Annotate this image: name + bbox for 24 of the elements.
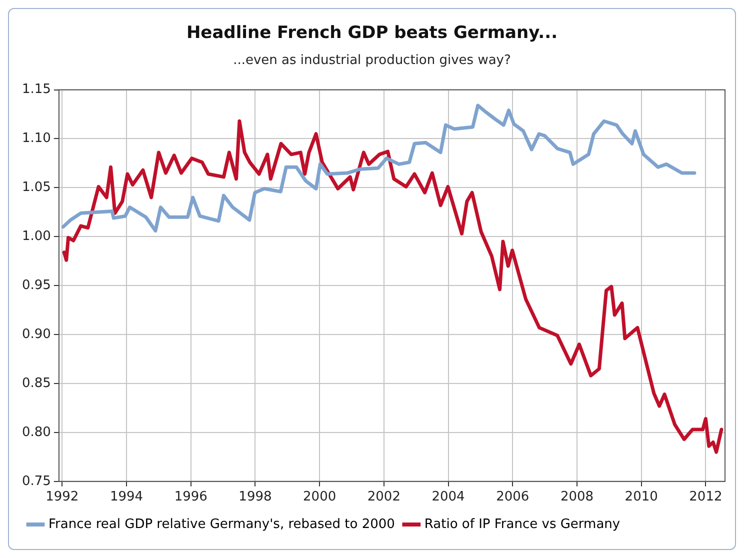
y-tick-label: 1.05 [22,180,51,196]
x-tick-label: 1998 [238,490,272,505]
x-tick-label: 2010 [624,490,658,505]
x-tick-label: 1992 [46,490,79,505]
chart-title: Headline French GDP beats Germany... [185,23,559,43]
x-tick-label: 1996 [174,490,208,505]
y-tick-label: 0.95 [22,278,51,293]
x-tick-label: 2000 [303,490,336,505]
x-tick-label: 2002 [367,490,400,505]
legend-label: France real GDP relative Germany's, rebased to 2000 [48,516,395,532]
y-tick-label: 0.75 [22,474,51,489]
y-tick-label: 1.10 [22,131,51,146]
x-tick-label: 2012 [689,490,722,505]
legend-label: Ratio of IP France vs Germany [424,516,620,532]
y-tick-label: 0.80 [22,424,51,440]
chart-subtitle: ...even as industrial production gives way? [232,53,512,68]
y-tick-label: 0.90 [22,326,51,342]
x-tick-label: 2004 [432,490,465,505]
x-tick-label: 2008 [560,490,594,505]
x-tick-label: 1994 [110,490,144,505]
y-tick-label: 1.15 [22,82,51,98]
x-tick-label: 2006 [496,490,530,505]
y-tick-label: 1.00 [22,229,51,244]
y-tick-label: 0.85 [22,376,51,391]
